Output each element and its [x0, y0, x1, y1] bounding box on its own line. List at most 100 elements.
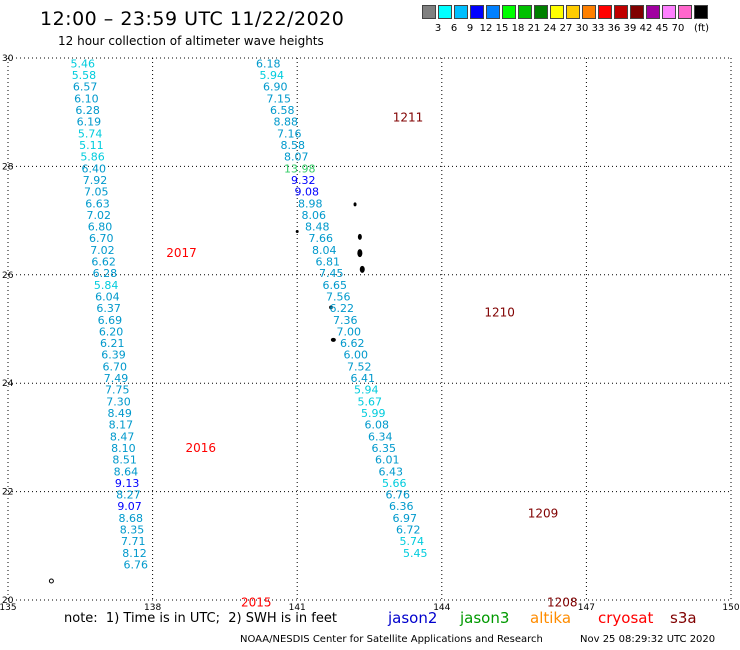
swh-value: 6.65 [323, 279, 348, 292]
swh-value: 5.45 [403, 547, 428, 560]
legend-swatch [534, 5, 548, 19]
swh-value: 6.76 [123, 558, 148, 571]
swh-value: 5.84 [94, 279, 119, 292]
swh-value: 7.92 [83, 174, 108, 187]
swh-value: 8.88 [274, 116, 299, 129]
swh-value: 5.86 [80, 151, 105, 164]
legend-swatch [454, 5, 468, 19]
swh-value: 6.37 [96, 302, 121, 315]
swh-value: 9.07 [117, 500, 142, 513]
swh-value: 8.49 [107, 407, 132, 420]
x-tick-label: 144 [433, 603, 450, 610]
island [357, 249, 363, 258]
swh-value: 8.06 [302, 209, 327, 222]
swh-value: 6.34 [368, 430, 393, 443]
legend-swatch [470, 5, 484, 19]
legend-tick-label: 6 [450, 23, 458, 34]
legend-swatch [694, 5, 708, 19]
swh-value: 8.04 [312, 244, 337, 257]
legend-tick-label: 36 [607, 23, 621, 34]
wave-height-map: 135 138 141 144 147 1503028262422205.465.586.… [0, 54, 740, 610]
swh-value: 8.68 [119, 512, 144, 525]
island [329, 305, 333, 310]
swh-value: 7.45 [319, 267, 344, 280]
swh-value: 6.04 [95, 290, 120, 303]
swh-value: 7.15 [267, 92, 292, 105]
swh-value: 6.10 [74, 92, 99, 105]
legend-swatch [630, 5, 644, 19]
legend-tick-label: 45 [655, 23, 669, 34]
swh-value: 6.70 [89, 232, 114, 245]
swh-value: 6.72 [396, 524, 421, 537]
legend-tick-label: 27 [559, 23, 573, 34]
legend-swatch [422, 5, 436, 19]
pass-time-label: 2015 [241, 596, 272, 610]
swh-value: 6.08 [365, 419, 390, 432]
swh-value: 13.98 [284, 162, 316, 175]
swh-value: 8.35 [120, 524, 145, 537]
legend-tick-label: 12 [479, 23, 493, 34]
satellite-name: s3a [670, 609, 697, 627]
chart-title: 12:00 – 23:59 UTC 11/22/2020 [40, 8, 345, 30]
generation-timestamp: Nov 25 08:29:32 UTC 2020 [580, 634, 716, 645]
swh-value: 6.36 [389, 500, 414, 513]
legend-swatch [582, 5, 596, 19]
swh-value: 5.94 [260, 69, 285, 82]
swh-value: 6.28 [75, 104, 100, 117]
legend-swatch [646, 5, 660, 19]
swh-value: 6.28 [93, 267, 118, 280]
swh-value: 8.07 [284, 151, 309, 164]
swh-value: 6.70 [103, 360, 128, 373]
island [295, 229, 299, 233]
legend-tick-label: 18 [511, 23, 525, 34]
swh-value: 9.32 [291, 174, 316, 187]
y-tick-label: 24 [2, 379, 14, 389]
legend-swatch [614, 5, 628, 19]
swh-value: 5.11 [79, 139, 104, 152]
swh-value: 5.74 [78, 127, 103, 140]
legend-swatch [518, 5, 532, 19]
swh-value: 6.90 [263, 81, 288, 94]
swh-value: 6.41 [351, 372, 376, 385]
pass-time-label: 1210 [484, 306, 515, 320]
legend-swatch [566, 5, 580, 19]
swh-value: 9.13 [115, 477, 140, 490]
legend-unit: (ft) [694, 23, 710, 34]
swh-value: 6.97 [393, 512, 418, 525]
x-tick-label: 150 [722, 603, 739, 610]
swh-value: 6.57 [73, 81, 98, 94]
legend-tick-label: 24 [543, 23, 557, 34]
credit-line: NOAA/NESDIS Center for Satellite Applica… [240, 634, 543, 645]
swh-value: 7.56 [326, 290, 351, 303]
x-tick-label: 141 [289, 603, 306, 610]
satellite-name: jason2 [388, 609, 438, 627]
y-tick-label: 30 [2, 54, 14, 64]
swh-value: 6.19 [77, 116, 102, 129]
swh-value: 5.67 [358, 395, 383, 408]
pass-time-label: 1208 [547, 596, 578, 610]
swh-value: 5.66 [382, 477, 407, 490]
swh-value: 7.71 [121, 535, 146, 548]
swh-value: 8.47 [110, 430, 135, 443]
legend-swatch [662, 5, 676, 19]
island [359, 265, 365, 273]
y-tick-label: 26 [2, 271, 14, 281]
swh-value: 6.21 [100, 337, 125, 350]
legend-swatch [550, 5, 564, 19]
swh-value: 6.00 [344, 349, 369, 362]
island [48, 578, 54, 584]
swh-value: 6.01 [375, 454, 400, 467]
swh-value: 5.99 [361, 407, 386, 420]
swh-value: 7.02 [90, 244, 115, 257]
swh-value: 6.43 [379, 465, 404, 478]
legend-tick-label: 42 [639, 23, 653, 34]
swh-value: 7.16 [277, 127, 302, 140]
legend-tick-label: 3 [434, 23, 442, 34]
swh-value: 7.00 [337, 325, 362, 338]
swh-value: 6.69 [98, 314, 123, 327]
swh-value: 8.27 [116, 489, 141, 502]
legend-swatch [438, 5, 452, 19]
swh-value: 6.39 [101, 349, 126, 362]
island [357, 233, 362, 240]
swh-value: 7.49 [104, 372, 129, 385]
